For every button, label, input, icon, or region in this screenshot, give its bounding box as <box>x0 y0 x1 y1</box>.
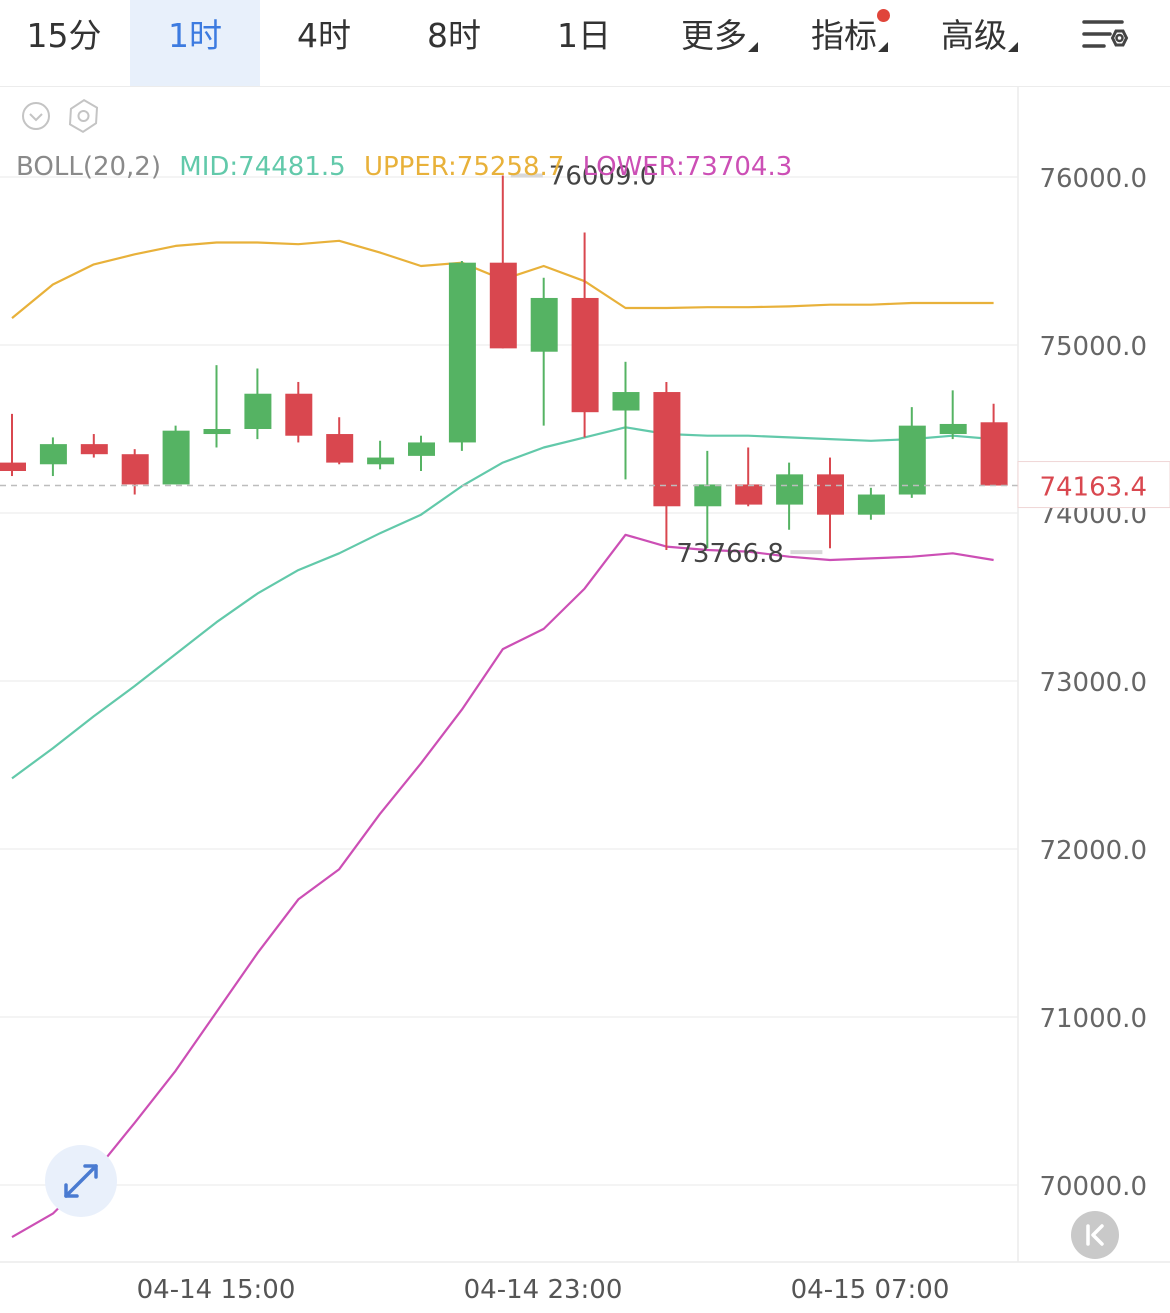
tab-4hour[interactable]: 4时 <box>260 0 388 86</box>
tab-label: 高级 <box>941 16 1007 55</box>
candle-up <box>612 392 640 411</box>
dropdown-triangle-icon <box>1008 42 1018 52</box>
tab-label: 15分 <box>26 16 102 55</box>
time-axis-label: 04-14 23:00 <box>464 1275 623 1305</box>
candle-down <box>0 462 26 471</box>
indicator-settings-icon[interactable] <box>64 97 103 136</box>
fullscreen-expand-button[interactable] <box>45 1145 117 1217</box>
price-axis-label: 71000.0 <box>1039 1004 1147 1034</box>
high-price-label: 76009.0 <box>549 161 657 191</box>
boll-upper-value: UPPER:75258.7 <box>364 152 564 182</box>
candle-up <box>939 423 967 435</box>
tab-8hour[interactable]: 8时 <box>390 0 518 86</box>
tab-label: 更多 <box>681 16 747 55</box>
boll-mid-line <box>11 426 994 780</box>
current-price-tag <box>1017 461 1170 509</box>
price-axis-label: 76000.0 <box>1039 164 1147 194</box>
kline-chart[interactable]: 76000.0 75000.0 74000.0 73000.0 72000.0 71000… <box>0 87 1170 1313</box>
candle-up <box>857 494 885 515</box>
boll-mid-value: MID:74481.5 <box>179 152 345 182</box>
candle-up <box>530 297 558 352</box>
candle-down <box>653 392 681 507</box>
candle-down <box>980 422 1008 486</box>
candle-down <box>735 484 763 505</box>
tab-advanced[interactable]: 高级 <box>910 0 1038 86</box>
price-axis-label: 75000.0 <box>1039 332 1147 362</box>
notification-dot <box>877 9 890 22</box>
tab-label: 指标 <box>811 16 877 55</box>
price-axis-label: 72000.0 <box>1039 836 1147 866</box>
candle-up <box>776 474 804 505</box>
current-price-label: 74163.4 <box>1039 473 1147 503</box>
expand-arrows-icon <box>64 1164 98 1198</box>
tab-more[interactable]: 更多 <box>650 0 778 86</box>
candle-up <box>898 425 926 495</box>
candle-up <box>39 444 67 465</box>
time-axis-label: 04-14 15:00 <box>137 1275 296 1305</box>
candle-down <box>326 434 354 463</box>
chevron-down-icon <box>29 113 43 122</box>
candle-up <box>448 262 476 443</box>
candle-up <box>367 457 395 465</box>
tab-1hour[interactable]: 1时 <box>130 0 260 86</box>
candle-down <box>121 454 149 485</box>
chart-settings-button[interactable] <box>1070 0 1145 86</box>
indicator-legend: BOLL(20,2) MID:74481.5 UPPER:75258.7 LOW… <box>16 152 792 182</box>
candle-up <box>408 442 435 456</box>
candle-up <box>694 484 722 507</box>
kline-chart-svg: 76000.075000.074000.073000.072000.071000… <box>0 87 1170 1305</box>
scroll-to-latest-button[interactable] <box>1071 1211 1119 1259</box>
tab-15min[interactable]: 15分 <box>0 0 128 86</box>
indicator-name: BOLL(20,2) <box>16 152 161 182</box>
candle-down <box>489 262 517 349</box>
candle-down <box>571 297 599 413</box>
collapse-indicator-icon[interactable] <box>22 102 50 130</box>
tab-label: 1时 <box>168 16 222 55</box>
candle-up <box>203 429 231 435</box>
candle-up <box>244 393 272 429</box>
tab-indicators[interactable]: 指标 <box>780 0 908 86</box>
candle-down <box>285 393 313 436</box>
boll-lower-line <box>11 533 994 1239</box>
tab-label: 1日 <box>557 16 611 55</box>
hexagon-gear-center <box>77 110 90 122</box>
low-price-label: 73766.8 <box>676 539 784 569</box>
price-axis-label: 70000.0 <box>1039 1172 1147 1202</box>
tab-1day[interactable]: 1日 <box>520 0 648 86</box>
time-axis-label: 04-15 07:00 <box>791 1275 950 1305</box>
candle-down <box>80 444 108 455</box>
price-axis-label: 73000.0 <box>1039 668 1147 698</box>
candle-up <box>162 430 190 485</box>
tab-label: 4时 <box>297 16 351 55</box>
tab-label: 8时 <box>427 16 481 55</box>
boll-lower-value: LOWER:73704.3 <box>583 152 793 182</box>
dropdown-triangle-icon <box>748 42 758 52</box>
dropdown-triangle-icon <box>878 42 888 52</box>
chart-settings-icon <box>1082 20 1129 48</box>
scroll-to-latest-icon <box>1086 1224 1104 1246</box>
period-tab-bar: 15分 1时 4时 8时 1日 更多 指标 高级 <box>0 0 1170 87</box>
candle-down <box>817 474 844 515</box>
